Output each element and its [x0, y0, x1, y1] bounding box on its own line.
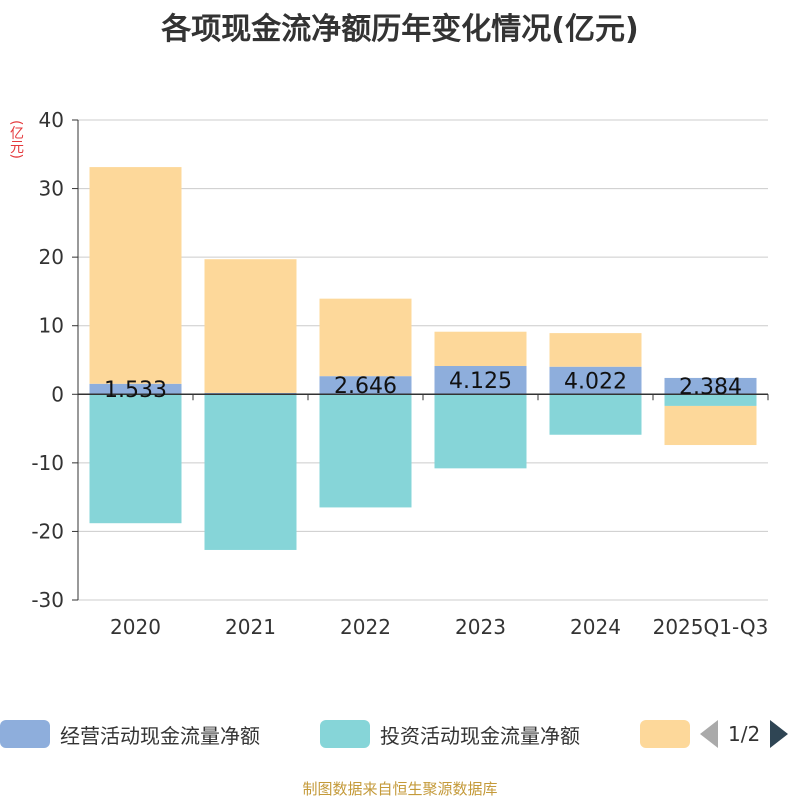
bar-series0-2020 [89, 383, 182, 395]
legend: 经营活动现金流量净额 投资活动现金流量净额 1/2 [0, 716, 800, 756]
y-tick-label: -10 [31, 451, 64, 475]
legend-swatch-investing [320, 720, 370, 748]
y-tick-label: 30 [39, 177, 64, 201]
y-tick-label: 20 [39, 245, 64, 269]
legend-label-operating: 经营活动现金流量净额 [60, 723, 260, 748]
legend-prev-page-icon[interactable] [700, 720, 718, 748]
data-label: 4.125 [449, 369, 512, 394]
legend-swatch-financing [640, 720, 690, 748]
legend-item-operating[interactable]: 经营活动现金流量净额 [0, 716, 260, 752]
legend-item-investing[interactable]: 投资活动现金流量净额 [320, 716, 580, 752]
bar-chart: -30 -20 -10 0 10 20 30 40 2020 2021 2022 2023 2024 20… [31, 108, 769, 639]
legend-next-page-icon[interactable] [770, 720, 789, 748]
y-tick-label: 0 [51, 382, 64, 406]
bar-series1-2022 [319, 394, 412, 508]
bar-series2-2023 [434, 331, 527, 366]
bar-series2-2024 [549, 333, 642, 367]
legend-pager: 1/2 [700, 716, 789, 752]
data-label: 1.533 [104, 378, 167, 403]
legend-page-indicator: 1/2 [728, 722, 761, 746]
bar-series0-2022 [319, 376, 412, 395]
x-tick-label: 2021 [225, 615, 276, 639]
bar-series0-2025Q1-Q3 [664, 377, 757, 395]
bar-series1-2020 [89, 394, 182, 524]
x-tick-label: 2023 [455, 615, 506, 639]
legend-label-investing: 投资活动现金流量净额 [380, 723, 580, 748]
legend-item-financing[interactable] [640, 716, 700, 752]
data-label: 2.646 [334, 374, 397, 399]
y-tick-label: -30 [31, 588, 64, 612]
bar-series1-2023 [434, 394, 527, 469]
y-tick-label: -20 [31, 519, 64, 543]
bar-series2-2021 [204, 259, 297, 393]
y-axis-unit: (亿元) [8, 120, 24, 159]
x-tick-label: 2024 [570, 615, 621, 639]
bar-series0-2024 [549, 366, 642, 395]
x-tick-label: 2025Q1-Q3 [653, 615, 769, 639]
y-tick-label: 40 [39, 108, 64, 132]
bar-series2-2020 [89, 167, 182, 384]
bar-series1-2021 [204, 394, 297, 550]
data-label: 2.384 [679, 375, 742, 400]
chart-title: 各项现金流净额历年变化情况(亿元) [161, 12, 639, 47]
bar-series2-2022 [319, 298, 412, 377]
bar-series1-2024 [549, 394, 642, 435]
x-tick-label: 2020 [110, 615, 161, 639]
legend-swatch-operating [0, 720, 50, 748]
bar-series1-2025Q1-Q3 [664, 394, 757, 406]
x-tick-label: 2022 [340, 615, 391, 639]
data-label: 4.022 [564, 369, 627, 394]
bar-series2-2025Q1-Q3 [664, 405, 757, 446]
bar-series0-2023 [434, 366, 527, 395]
y-tick-label: 10 [39, 314, 64, 338]
data-source-note: 制图数据来自恒生聚源数据库 [302, 780, 498, 798]
